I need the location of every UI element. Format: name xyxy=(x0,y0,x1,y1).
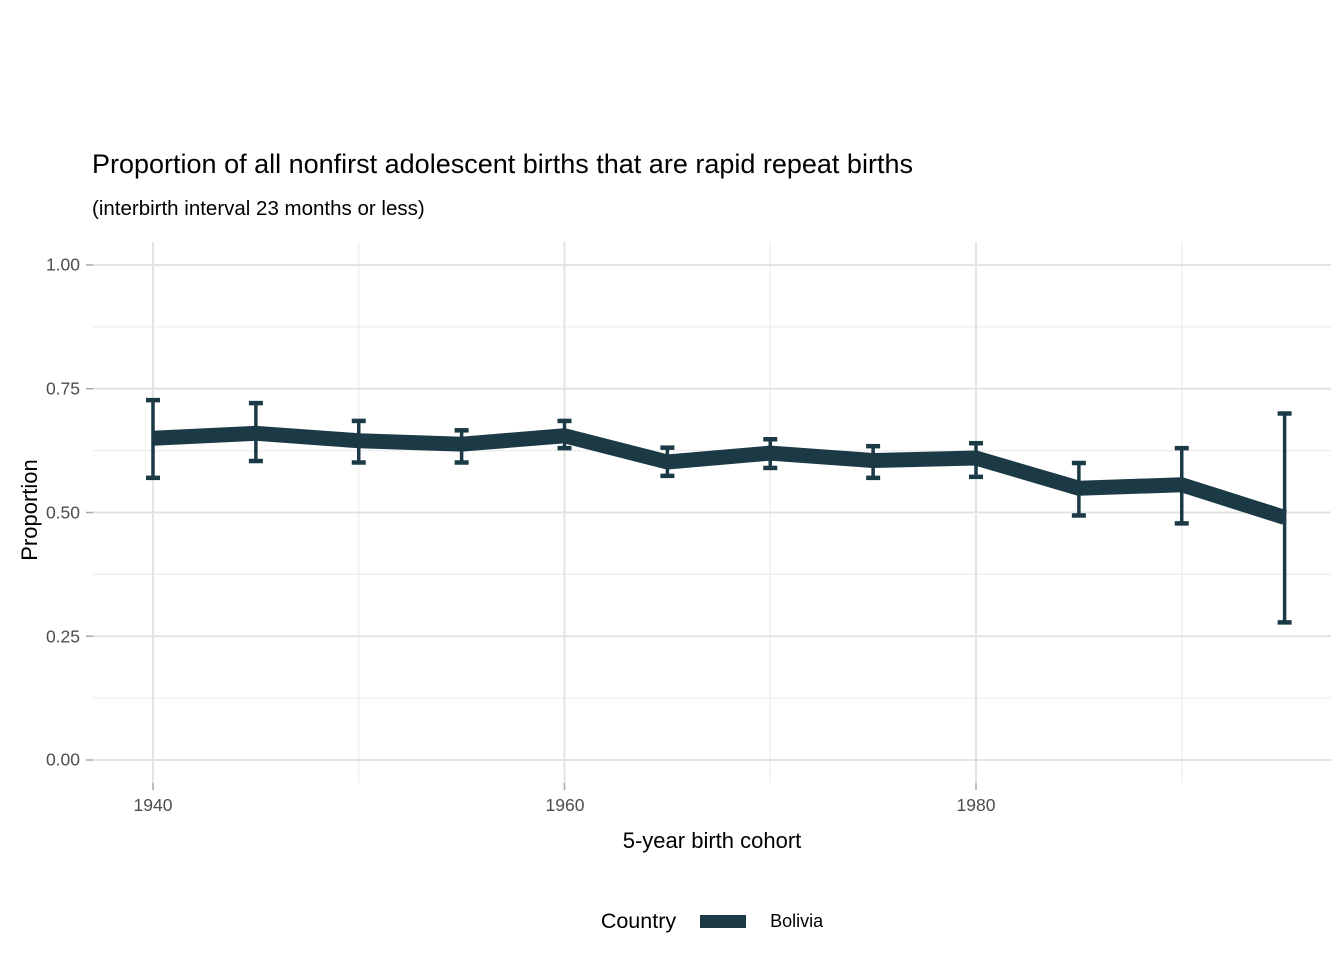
chart-title: Proportion of all nonfirst adolescent bi… xyxy=(92,149,913,179)
series-line-bolivia xyxy=(152,425,1287,525)
legend-entry-label: Bolivia xyxy=(770,910,824,931)
y-tick-label: 0.50 xyxy=(45,502,80,523)
y-tick-label: 0.00 xyxy=(45,749,80,770)
x-axis-title: 5-year birth cohort xyxy=(622,828,802,853)
y-axis-title: Proportion xyxy=(17,459,42,561)
x-tick-label: 1940 xyxy=(133,795,173,815)
y-tick-label: 0.75 xyxy=(45,378,80,399)
y-tick-label: 0.25 xyxy=(45,626,80,647)
legend-key-line-swatch xyxy=(700,914,747,928)
legend-title: Country xyxy=(600,908,677,933)
y-tick-label: 1.00 xyxy=(45,254,80,275)
chart-subtitle: (interbirth interval 23 months or less) xyxy=(92,197,425,220)
x-tick-label: 1980 xyxy=(956,795,996,815)
x-tick-label: 1960 xyxy=(545,795,585,815)
legend: Country Bolivia xyxy=(93,903,1331,939)
